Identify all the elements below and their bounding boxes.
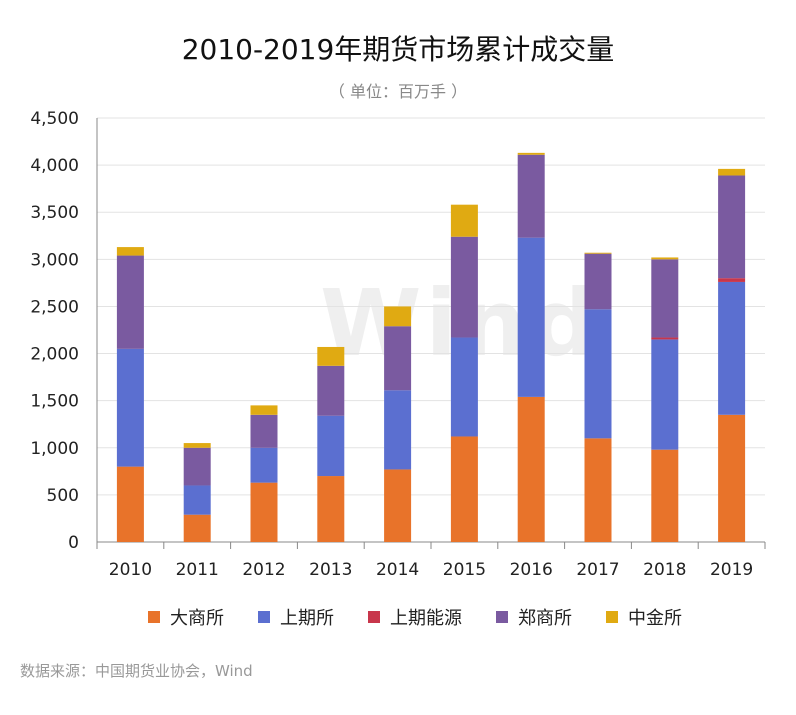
legend-swatch bbox=[148, 611, 160, 623]
bar-segment bbox=[384, 326, 412, 391]
y-tick-label: 4,500 bbox=[30, 109, 79, 129]
x-tick-label: 2014 bbox=[376, 560, 419, 580]
y-tick-label: 0 bbox=[68, 533, 79, 553]
y-tick-label: 500 bbox=[47, 486, 79, 506]
legend-item: 大商所 bbox=[148, 604, 224, 630]
bar-segment bbox=[384, 469, 412, 542]
bar-segment bbox=[517, 154, 545, 238]
bar-segment bbox=[584, 252, 612, 254]
chart-subtitle: （ 单位：百万手 ） bbox=[328, 82, 468, 101]
bar-segment bbox=[116, 466, 144, 542]
legend-swatch bbox=[606, 611, 618, 623]
y-tick-label: 3,000 bbox=[30, 250, 79, 270]
legend-label: 大商所 bbox=[170, 608, 224, 629]
bar-segment bbox=[651, 259, 679, 338]
source-note: 数据来源：中国期货业协会，Wind bbox=[20, 662, 253, 680]
bar-segment bbox=[183, 514, 211, 542]
bar-segment bbox=[517, 237, 545, 397]
x-tick-label: 2011 bbox=[176, 560, 219, 580]
legend-swatch bbox=[496, 611, 508, 623]
bar-segment bbox=[116, 348, 144, 467]
bar-segment bbox=[718, 414, 746, 542]
x-tick-label: 2019 bbox=[710, 560, 753, 580]
bar-segment bbox=[183, 485, 211, 515]
bar-segment bbox=[317, 415, 345, 477]
bar-segment bbox=[584, 438, 612, 542]
legend-label: 中金所 bbox=[628, 608, 682, 629]
bar-segment bbox=[384, 390, 412, 470]
bar-segment bbox=[450, 436, 478, 542]
x-tick-label: 2015 bbox=[443, 560, 486, 580]
y-tick-label: 4,000 bbox=[30, 156, 79, 176]
bar-segment bbox=[183, 447, 211, 486]
bar-segment bbox=[250, 447, 278, 483]
bar-segment bbox=[384, 306, 412, 327]
legend-label: 郑商所 bbox=[518, 608, 572, 629]
bar-segment bbox=[450, 204, 478, 237]
x-tick-label: 2018 bbox=[643, 560, 686, 580]
chart-title: 2010-2019年期货市场累计成交量 bbox=[181, 33, 615, 66]
legend-label: 上期所 bbox=[280, 608, 334, 629]
bar-segment bbox=[250, 414, 278, 448]
bar-segment bbox=[718, 278, 746, 282]
bar-segment bbox=[718, 168, 746, 176]
x-tick-label: 2016 bbox=[510, 560, 553, 580]
bar-segment bbox=[250, 482, 278, 542]
bar-segment bbox=[517, 152, 545, 155]
bar-segment bbox=[183, 443, 211, 448]
x-tick-label: 2012 bbox=[242, 560, 285, 580]
bar-segment bbox=[718, 175, 746, 279]
bar-segment bbox=[450, 236, 478, 338]
bar-segment bbox=[116, 255, 144, 349]
bar-segment bbox=[450, 337, 478, 437]
y-tick-label: 3,500 bbox=[30, 203, 79, 223]
bar-segment bbox=[517, 396, 545, 542]
y-tick-label: 1,000 bbox=[30, 439, 79, 459]
bar-segment bbox=[250, 405, 278, 415]
bar-segment bbox=[651, 339, 679, 450]
legend-item: 中金所 bbox=[606, 604, 682, 630]
legend-item: 上期所 bbox=[258, 604, 334, 630]
x-tick-label: 2010 bbox=[109, 560, 152, 580]
legend-item: 郑商所 bbox=[496, 604, 572, 630]
y-tick-label: 2,500 bbox=[30, 297, 79, 317]
y-tick-label: 1,500 bbox=[30, 392, 79, 412]
bar-segment bbox=[317, 346, 345, 366]
bar-segment bbox=[718, 281, 746, 415]
bar-segment bbox=[584, 309, 612, 439]
bar-segment bbox=[651, 337, 679, 340]
x-tick-label: 2013 bbox=[309, 560, 352, 580]
legend-swatch bbox=[258, 611, 270, 623]
bar-segment bbox=[317, 365, 345, 416]
x-tick-label: 2017 bbox=[576, 560, 619, 580]
y-tick-label: 2,000 bbox=[30, 345, 79, 365]
legend-item: 上期能源 bbox=[368, 604, 462, 630]
bar-segment bbox=[584, 253, 612, 310]
legend-swatch bbox=[368, 611, 380, 623]
bar-segment bbox=[651, 449, 679, 542]
bar-segment bbox=[317, 476, 345, 542]
bar-segment bbox=[116, 247, 144, 256]
legend: 大商所 上期所 上期能源 郑商所 中金所 bbox=[148, 604, 716, 630]
legend-label: 上期能源 bbox=[390, 608, 462, 629]
stacked-bar-chart: 0 500 1,000 1,500 2,000 2,500 3,000 3,500 4,000 4… bbox=[30, 109, 766, 580]
bar-segment bbox=[651, 257, 679, 260]
